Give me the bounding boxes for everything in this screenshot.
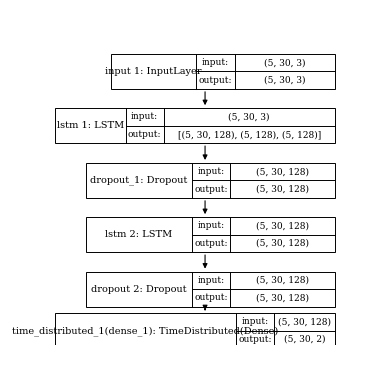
Text: lstm 1: LSTM: lstm 1: LSTM: [57, 121, 124, 130]
Text: (5, 30, 128): (5, 30, 128): [256, 239, 309, 248]
Text: output:: output:: [199, 76, 232, 85]
Text: output:: output:: [194, 293, 228, 302]
Text: input:: input:: [197, 276, 225, 285]
FancyBboxPatch shape: [86, 272, 335, 307]
Text: dropout_1: Dropout: dropout_1: Dropout: [90, 176, 187, 185]
Text: input:: input:: [131, 113, 158, 121]
FancyBboxPatch shape: [55, 108, 335, 143]
Text: (5, 30, 128): (5, 30, 128): [256, 185, 309, 194]
Text: (5, 30, 3): (5, 30, 3): [264, 76, 305, 85]
Text: (5, 30, 3): (5, 30, 3): [228, 113, 270, 121]
FancyBboxPatch shape: [111, 54, 335, 89]
FancyBboxPatch shape: [55, 313, 335, 348]
Text: lstm 2: LSTM: lstm 2: LSTM: [105, 230, 173, 239]
Text: output:: output:: [194, 185, 228, 194]
Text: input:: input:: [202, 58, 229, 67]
Text: (5, 30, 128): (5, 30, 128): [256, 221, 309, 230]
FancyBboxPatch shape: [86, 217, 335, 252]
Text: output:: output:: [238, 335, 272, 344]
Text: [(5, 30, 128), (5, 128), (5, 128)]: [(5, 30, 128), (5, 128), (5, 128)]: [177, 130, 321, 139]
Text: output:: output:: [194, 239, 228, 248]
Text: input 1: InputLayer: input 1: InputLayer: [105, 67, 202, 76]
Text: (5, 30, 128): (5, 30, 128): [278, 317, 331, 326]
Text: (5, 30, 128): (5, 30, 128): [256, 276, 309, 285]
Text: input:: input:: [242, 317, 269, 326]
Text: (5, 30, 3): (5, 30, 3): [264, 58, 305, 67]
Text: output:: output:: [128, 130, 162, 139]
Text: input:: input:: [197, 221, 225, 230]
Text: (5, 30, 2): (5, 30, 2): [284, 335, 325, 344]
Text: time_distributed_1(dense_1): TimeDistributed(Dense): time_distributed_1(dense_1): TimeDistrib…: [12, 326, 279, 336]
Text: dropout 2: Dropout: dropout 2: Dropout: [91, 284, 187, 294]
Text: (5, 30, 128): (5, 30, 128): [256, 293, 309, 302]
Text: (5, 30, 128): (5, 30, 128): [256, 167, 309, 176]
Text: input:: input:: [197, 167, 225, 176]
FancyBboxPatch shape: [86, 163, 335, 198]
